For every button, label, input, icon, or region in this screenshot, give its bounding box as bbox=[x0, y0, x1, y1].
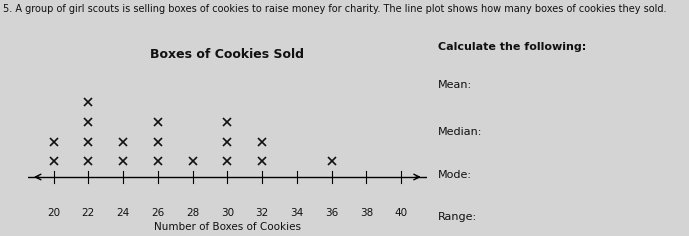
Text: Calculate the following:: Calculate the following: bbox=[438, 42, 586, 52]
Text: Range:: Range: bbox=[438, 212, 477, 222]
Text: 5. A group of girl scouts is selling boxes of cookies to raise money for charity: 5. A group of girl scouts is selling box… bbox=[3, 4, 667, 13]
Title: Boxes of Cookies Sold: Boxes of Cookies Sold bbox=[150, 48, 305, 61]
Text: Mode:: Mode: bbox=[438, 170, 471, 180]
Text: Median:: Median: bbox=[438, 127, 482, 137]
Text: Mean:: Mean: bbox=[438, 80, 472, 90]
X-axis label: Number of Boxes of Cookies: Number of Boxes of Cookies bbox=[154, 222, 301, 232]
